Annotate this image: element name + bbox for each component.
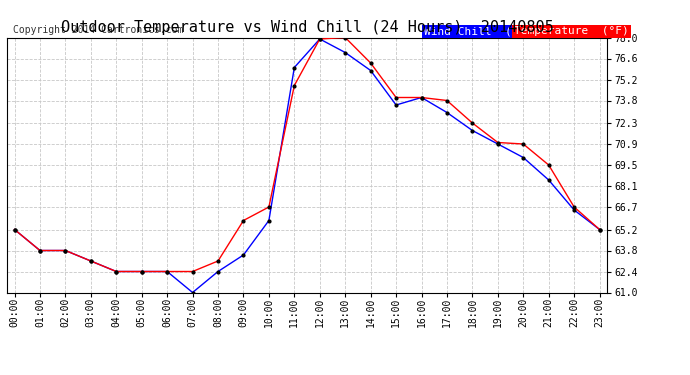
Text: Wind Chill  (°F): Wind Chill (°F) (424, 26, 532, 36)
Title: Outdoor Temperature vs Wind Chill (24 Hours)  20140805: Outdoor Temperature vs Wind Chill (24 Ho… (61, 20, 553, 35)
Text: Copyright 2014 Cartronics.com: Copyright 2014 Cartronics.com (13, 25, 184, 35)
Text: Temperature  (°F): Temperature (°F) (514, 26, 629, 36)
